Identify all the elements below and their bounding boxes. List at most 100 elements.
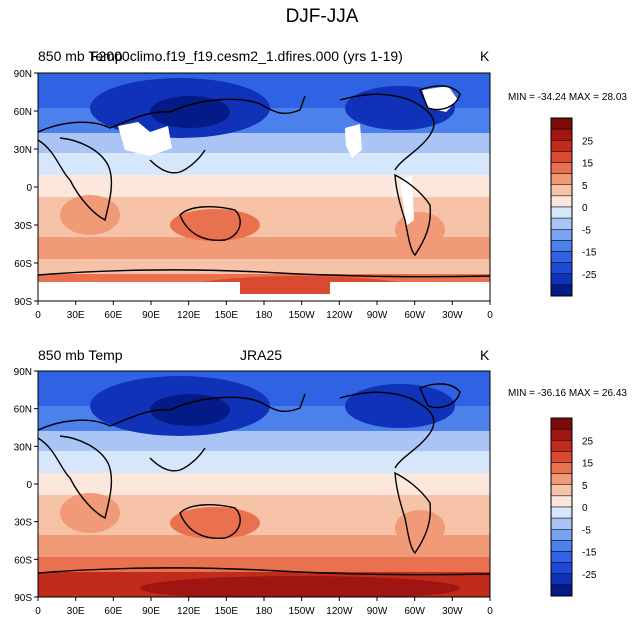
colorbar-cell [550, 495, 573, 508]
missing-rockies [345, 124, 362, 158]
colorbar-cell [550, 417, 573, 430]
x-tick-label: 60W [404, 606, 425, 617]
australia2-warm [170, 507, 260, 539]
x-tick-label: 60E [104, 606, 122, 617]
colorbar-tick-label: 25 [582, 136, 594, 147]
colorbar-cell [550, 584, 573, 597]
colorbar-cell [550, 262, 573, 274]
x-tick-label: 150W [289, 606, 316, 617]
colorbar-cell [550, 473, 573, 485]
colorbar-cell [550, 284, 573, 297]
missing-greenland [422, 86, 458, 112]
colorbar-cell [550, 517, 573, 530]
colorbar-cell [550, 195, 573, 208]
x-tick-label: 90W [367, 310, 388, 321]
colorbar-cell [550, 573, 573, 586]
band-north-sub [38, 133, 490, 153]
x-tick-label: 60E [104, 310, 122, 321]
missing-tibet [118, 122, 172, 156]
y-tick-label: 0 [26, 183, 32, 194]
colorbar-cell [550, 484, 573, 497]
colorbar-tick-label: -5 [582, 225, 591, 236]
x-tick-label: 120W [326, 310, 353, 321]
colorbar-tick-label: -25 [582, 270, 597, 281]
x-tick-label: 60W [404, 310, 425, 321]
colorbar-cell [550, 140, 573, 152]
x-tick-label: 150E [215, 310, 239, 321]
y-tick-label: 30S [14, 221, 32, 232]
namerica2-cold [345, 384, 455, 428]
x-tick-label: 90E [142, 606, 160, 617]
colorbar-cell [550, 173, 573, 185]
colorbar-tick-label: 15 [582, 459, 594, 470]
samerica-warm [395, 212, 445, 248]
band2-north-sub [38, 431, 490, 451]
x-tick-label: 0 [487, 606, 493, 617]
y-tick-label: 30N [14, 442, 32, 453]
colorbar-tick-label: 0 [582, 203, 588, 214]
colorbar-cell [550, 551, 573, 563]
colorbar-cell [550, 229, 573, 241]
y-tick-label: 90S [14, 593, 32, 604]
panel1-units-label: K [480, 48, 490, 64]
africa2-warm [60, 493, 120, 533]
x-tick-label: 120W [326, 606, 353, 617]
siberia-core [150, 96, 230, 128]
colorbar-cell [550, 562, 573, 574]
antarctic2-core [140, 576, 460, 597]
colorbar-tick-label: -15 [582, 548, 597, 559]
y-tick-label: 90N [14, 367, 32, 378]
band2-tropics-n [38, 451, 490, 473]
x-tick-label: 0 [487, 310, 493, 321]
x-tick-label: 30W [442, 606, 463, 617]
y-tick-label: 90N [14, 69, 32, 80]
band2-tropics-s [38, 473, 490, 495]
colorbar-cell [550, 128, 573, 141]
colorbar-cell [550, 428, 573, 441]
colorbar-tick-label: -15 [582, 248, 597, 259]
x-tick-label: 0 [35, 310, 41, 321]
colorbar-frame [550, 117, 573, 297]
x-tick-label: 120E [177, 310, 201, 321]
colorbar-tick-label: 5 [582, 481, 588, 492]
colorbar-cell [550, 117, 573, 130]
colorbar-cell [550, 529, 573, 541]
colorbar-cell [550, 184, 573, 197]
x-tick-label: 30E [67, 310, 85, 321]
colorbar-cell [550, 451, 573, 463]
x-tick-label: 150W [289, 310, 316, 321]
y-tick-label: 30S [14, 518, 32, 529]
colorbar-cell [550, 440, 573, 452]
y-tick-label: 90S [14, 297, 32, 308]
colorbar-cell [550, 217, 573, 230]
x-tick-label: 120E [177, 606, 201, 617]
panel2-left-label: 850 mb Temp [38, 347, 123, 363]
x-tick-label: 90E [142, 310, 160, 321]
x-tick-label: 150E [215, 606, 239, 617]
axes-layer: 0 30E 60E 90E 120E 150E 180 150W 120W 90W 60W 30W 09… [14, 69, 597, 617]
colorbar-cell [550, 506, 573, 519]
panel2-center-label: JRA25 [240, 347, 283, 363]
colorbar-tick-label: 15 [582, 159, 594, 170]
panel2-units-label: K [480, 347, 490, 363]
y-tick-label: 30N [14, 145, 32, 156]
samerica2-warm [395, 510, 445, 546]
panel2-coastlines [38, 383, 490, 576]
colorbar-tick-label: 5 [582, 181, 588, 192]
x-tick-label: 180 [256, 310, 273, 321]
colorbar-cell [550, 540, 573, 552]
y-tick-label: 0 [26, 480, 32, 491]
y-tick-label: 60S [14, 259, 32, 270]
colorbar-tick-label: -25 [582, 570, 597, 581]
panel1-coastlines [38, 85, 490, 278]
band-south-mid [38, 237, 490, 259]
colorbar-cell [550, 162, 573, 174]
x-tick-label: 30E [67, 606, 85, 617]
y-tick-label: 60S [14, 555, 32, 566]
band-tropics-n [38, 153, 490, 175]
x-tick-label: 30W [442, 310, 463, 321]
x-tick-label: 180 [256, 606, 273, 617]
missing-andes [400, 176, 414, 226]
colorbar-cell [550, 251, 573, 263]
